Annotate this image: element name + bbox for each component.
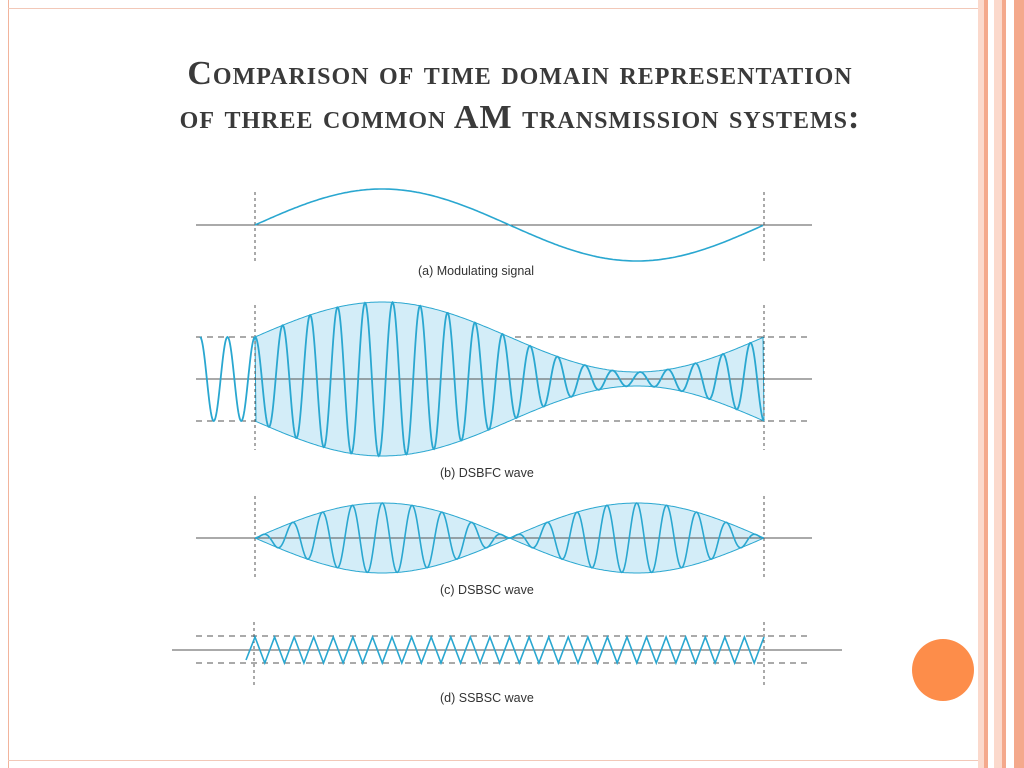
- panel-dsbsc: (c) DSBSC wave: [196, 496, 812, 597]
- decorative-stripes: [978, 0, 1024, 768]
- panel-ssbsc: (d) SSBSC wave: [172, 622, 842, 705]
- panel-modulating-signal: (a) Modulating signal: [196, 188, 812, 278]
- slide-frame-top: [8, 0, 978, 9]
- title-line-2: of three common AM transmission systems:: [179, 99, 861, 136]
- dsbsc-wave: [255, 502, 764, 574]
- caption-b: (b) DSBFC wave: [440, 466, 534, 480]
- caption-a: (a) Modulating signal: [418, 264, 534, 278]
- caption-d: (d) SSBSC wave: [440, 691, 534, 705]
- modulating-signal-curve: [254, 188, 764, 262]
- panel-dsbfc: (b) DSBFC wave: [196, 300, 812, 480]
- slide-title: Comparison of time domain representation…: [95, 52, 945, 140]
- accent-dot: [912, 639, 974, 701]
- dsbfc-wave: [199, 300, 765, 458]
- title-line-1: Comparison of time domain representation: [187, 55, 853, 92]
- slide-frame-bottom: [8, 760, 978, 761]
- ssbsc-wave: [245, 634, 765, 666]
- slide-frame-left: [0, 0, 9, 768]
- caption-c: (c) DSBSC wave: [440, 583, 534, 597]
